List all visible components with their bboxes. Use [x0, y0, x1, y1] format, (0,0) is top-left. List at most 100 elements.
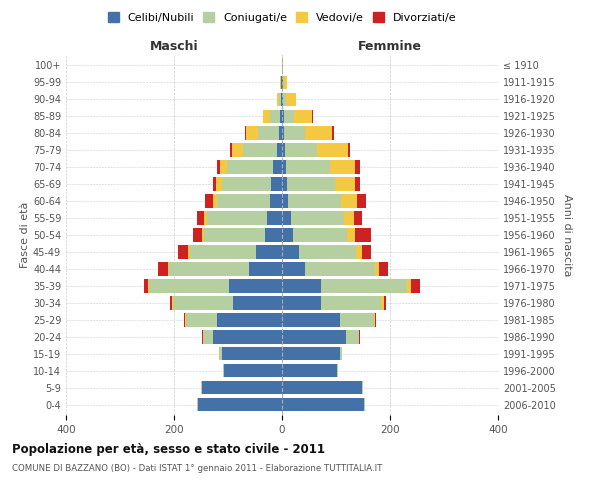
Bar [348, 144, 350, 156]
Bar [346, 330, 359, 344]
Bar [286, 160, 329, 173]
Bar [282, 314, 340, 326]
Bar [407, 280, 410, 292]
Bar [374, 314, 375, 326]
Bar [227, 160, 274, 173]
Bar [355, 178, 360, 190]
Bar [364, 398, 365, 411]
Bar [290, 212, 344, 224]
Bar [282, 110, 284, 123]
Bar [293, 228, 347, 241]
Bar [172, 296, 173, 310]
Bar [221, 178, 271, 190]
Bar [158, 262, 167, 276]
Bar [282, 280, 321, 292]
Bar [197, 212, 204, 224]
Bar [287, 178, 335, 190]
Bar [170, 296, 172, 310]
Bar [282, 58, 283, 72]
Bar [282, 330, 346, 344]
Bar [277, 144, 282, 156]
Bar [282, 347, 340, 360]
Bar [178, 246, 188, 258]
Bar [362, 246, 371, 258]
Bar [201, 381, 202, 394]
Bar [317, 144, 348, 156]
Bar [375, 262, 379, 276]
Bar [149, 280, 229, 292]
Bar [186, 314, 217, 326]
Bar [284, 76, 287, 89]
Y-axis label: Anni di nascita: Anni di nascita [562, 194, 572, 276]
Bar [247, 126, 258, 140]
Y-axis label: Fasce di età: Fasce di età [20, 202, 30, 268]
Bar [305, 126, 332, 140]
Bar [184, 314, 185, 326]
Bar [224, 364, 282, 378]
Bar [279, 126, 282, 140]
Bar [280, 110, 282, 123]
Bar [282, 126, 284, 140]
Bar [197, 398, 198, 411]
Bar [248, 262, 282, 276]
Bar [362, 381, 363, 394]
Bar [335, 178, 355, 190]
Bar [169, 262, 248, 276]
Bar [355, 212, 362, 224]
Bar [144, 280, 148, 292]
Bar [190, 246, 256, 258]
Bar [282, 178, 287, 190]
Bar [283, 92, 286, 106]
Bar [294, 110, 312, 123]
Bar [344, 212, 355, 224]
Bar [321, 296, 382, 310]
Bar [167, 262, 169, 276]
Bar [359, 330, 360, 344]
Bar [233, 296, 282, 310]
Bar [281, 92, 282, 106]
Bar [207, 212, 268, 224]
Bar [193, 228, 202, 241]
Bar [284, 126, 305, 140]
Bar [232, 144, 243, 156]
Bar [223, 364, 224, 378]
Bar [410, 280, 420, 292]
Bar [282, 262, 305, 276]
Bar [205, 194, 213, 207]
Bar [280, 76, 281, 89]
Bar [282, 160, 286, 173]
Bar [202, 228, 204, 241]
Bar [279, 92, 281, 106]
Bar [270, 194, 282, 207]
Bar [289, 194, 341, 207]
Bar [355, 228, 371, 241]
Bar [243, 144, 277, 156]
Text: Popolazione per età, sesso e stato civile - 2011: Popolazione per età, sesso e stato civil… [12, 442, 325, 456]
Bar [282, 212, 290, 224]
Bar [265, 228, 282, 241]
Bar [282, 246, 299, 258]
Bar [321, 280, 407, 292]
Bar [230, 144, 232, 156]
Bar [383, 296, 386, 310]
Bar [282, 92, 283, 106]
Bar [382, 296, 383, 310]
Bar [213, 178, 216, 190]
Bar [282, 398, 364, 411]
Bar [271, 178, 282, 190]
Bar [213, 330, 282, 344]
Bar [245, 126, 247, 140]
Bar [284, 110, 294, 123]
Bar [282, 194, 289, 207]
Bar [173, 296, 233, 310]
Bar [340, 314, 374, 326]
Bar [341, 194, 356, 207]
Bar [229, 280, 282, 292]
Bar [202, 330, 203, 344]
Legend: Celibi/Nubili, Coniugati/e, Vedovi/e, Divorziati/e: Celibi/Nubili, Coniugati/e, Vedovi/e, Di… [103, 8, 461, 28]
Bar [375, 314, 376, 326]
Bar [337, 364, 338, 378]
Bar [312, 110, 313, 123]
Bar [217, 194, 270, 207]
Bar [148, 280, 149, 292]
